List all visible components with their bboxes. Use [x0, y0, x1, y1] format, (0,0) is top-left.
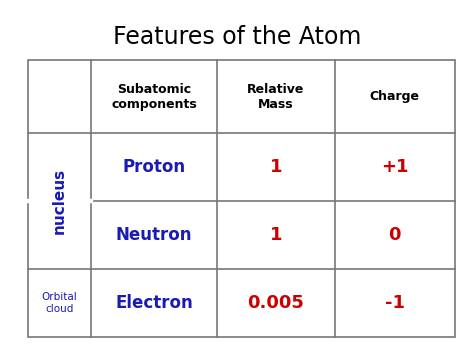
Bar [28, 60, 455, 337]
Text: Proton: Proton [123, 158, 186, 176]
Text: -1: -1 [385, 294, 405, 312]
Text: Neutron: Neutron [116, 226, 192, 244]
Text: 1: 1 [270, 226, 282, 244]
Text: Features of the Atom: Features of the Atom [113, 25, 361, 49]
Text: 0: 0 [389, 226, 401, 244]
Text: +1: +1 [381, 158, 409, 176]
Text: Relative
Mass: Relative Mass [247, 83, 305, 111]
Text: Electron: Electron [115, 294, 193, 312]
Text: Orbital
cloud: Orbital cloud [42, 292, 77, 314]
Text: Charge: Charge [370, 90, 420, 103]
Text: nucleus: nucleus [52, 168, 67, 234]
Text: Subatomic
components: Subatomic components [111, 83, 197, 111]
Text: 1: 1 [270, 158, 282, 176]
Text: 0.005: 0.005 [247, 294, 304, 312]
